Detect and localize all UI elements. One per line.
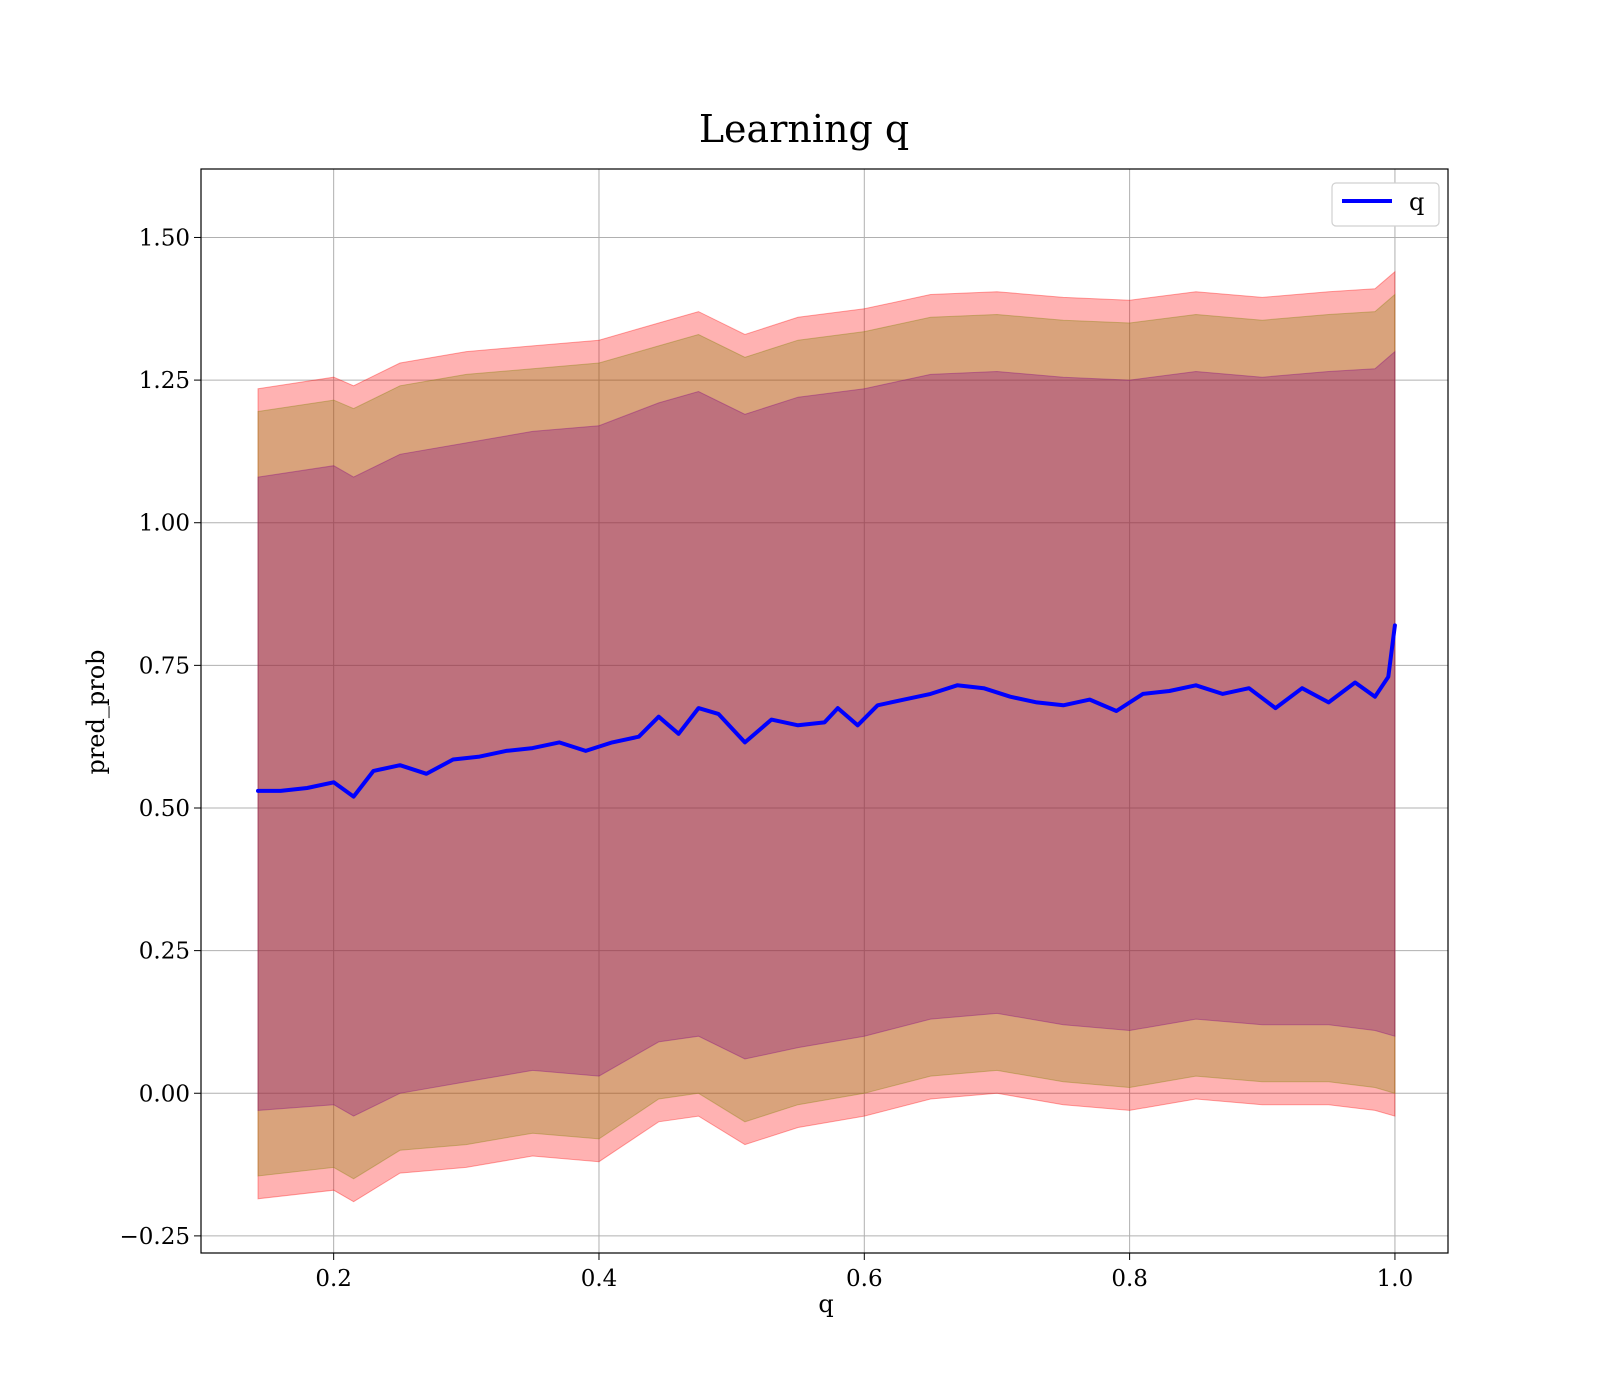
band-1 — [257, 293, 1396, 1180]
axes-frame — [200, 168, 1449, 1254]
x-tick-label-2: 0.6 — [846, 1266, 883, 1292]
x-tick-label-3: 0.8 — [1111, 1266, 1148, 1292]
x-tick-label-4: 1.0 — [1377, 1266, 1414, 1292]
y-tick-label-3: 0.50 — [139, 796, 190, 822]
x-tick-label-0: 0.2 — [315, 1266, 352, 1292]
legend-label-q: q — [1409, 188, 1424, 216]
y-axis-label: pred_prob — [82, 649, 110, 774]
y-tick-label-7: 1.50 — [139, 225, 190, 251]
y-tick-label-4: 0.75 — [139, 653, 190, 679]
x-axis-label: q — [818, 1290, 833, 1318]
band-0 — [257, 270, 1396, 1203]
y-tick-label-6: 1.25 — [139, 368, 190, 394]
legend-box — [1331, 182, 1440, 227]
plot-area: 0.2 0.4 0.6 0.8 1.0 −0.25 0.00 0.25 0.50 0.75 1.00… — [120, 168, 1449, 1292]
x-tick-label-1: 0.4 — [581, 1266, 618, 1292]
y-tick-label-0: −0.25 — [120, 1224, 190, 1250]
legend: q — [1331, 182, 1440, 227]
series-line-q — [256, 623, 1397, 799]
y-tick-label-1: 0.00 — [139, 1081, 190, 1107]
band-2 — [257, 350, 1396, 1117]
y-tick-label-2: 0.25 — [139, 939, 190, 965]
y-tick-label-5: 1.00 — [139, 511, 190, 537]
chart-title: Learning q — [699, 107, 909, 151]
